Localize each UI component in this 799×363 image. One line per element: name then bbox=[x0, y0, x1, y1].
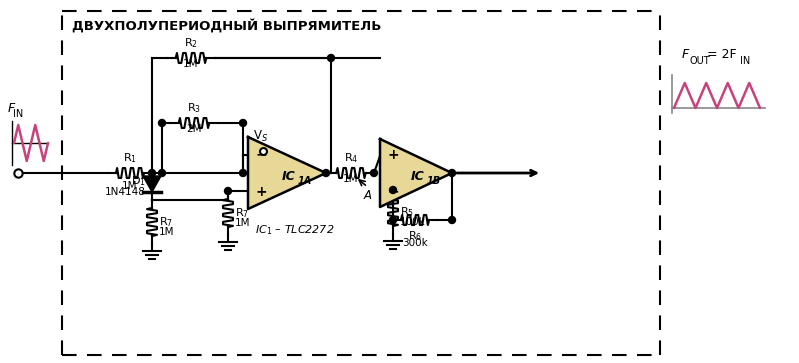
Text: = 2F: = 2F bbox=[707, 48, 737, 61]
Polygon shape bbox=[380, 139, 452, 207]
Text: IN: IN bbox=[740, 56, 750, 66]
Text: 2M: 2M bbox=[186, 124, 202, 134]
Polygon shape bbox=[248, 137, 326, 209]
Text: IC: IC bbox=[411, 171, 424, 184]
Text: D$_1$: D$_1$ bbox=[131, 174, 146, 188]
Circle shape bbox=[240, 170, 247, 176]
Text: OUT: OUT bbox=[689, 56, 710, 66]
Text: 1M: 1M bbox=[122, 181, 137, 191]
Text: 1A: 1A bbox=[297, 176, 312, 186]
Text: ДВУХПОЛУПЕРИОДНЫЙ ВЫПРЯМИТЕЛЬ: ДВУХПОЛУПЕРИОДНЫЙ ВЫПРЯМИТЕЛЬ bbox=[72, 19, 381, 33]
Text: V$_S$: V$_S$ bbox=[253, 129, 268, 144]
Circle shape bbox=[158, 170, 165, 176]
Circle shape bbox=[240, 119, 247, 126]
Circle shape bbox=[158, 119, 165, 126]
Text: R$_1$: R$_1$ bbox=[123, 151, 137, 165]
Text: +: + bbox=[388, 148, 399, 162]
Text: 1M: 1M bbox=[183, 59, 199, 69]
Text: R$_2$: R$_2$ bbox=[184, 36, 198, 50]
Text: IN: IN bbox=[13, 109, 23, 119]
Text: 1M: 1M bbox=[235, 218, 251, 228]
Circle shape bbox=[225, 188, 232, 195]
Text: R$_7$: R$_7$ bbox=[159, 215, 173, 229]
Text: IC$_1$ – TLC2272: IC$_1$ – TLC2272 bbox=[255, 223, 335, 237]
Text: 100k: 100k bbox=[400, 217, 426, 227]
Circle shape bbox=[328, 54, 335, 61]
Text: R$_7$: R$_7$ bbox=[235, 206, 249, 220]
Text: R$_4$: R$_4$ bbox=[344, 151, 358, 165]
Circle shape bbox=[448, 170, 455, 176]
Circle shape bbox=[149, 170, 156, 176]
Text: F: F bbox=[682, 48, 690, 61]
Text: 1N4148: 1N4148 bbox=[105, 187, 146, 197]
Text: R$_3$: R$_3$ bbox=[187, 101, 201, 115]
Text: F: F bbox=[8, 102, 15, 115]
Text: 1M: 1M bbox=[344, 174, 359, 184]
Circle shape bbox=[323, 170, 329, 176]
Text: R$_6$: R$_6$ bbox=[408, 229, 422, 243]
Text: R$_5$: R$_5$ bbox=[400, 205, 414, 219]
Text: −: − bbox=[255, 147, 267, 161]
Text: +: + bbox=[255, 185, 267, 199]
Text: IC: IC bbox=[282, 171, 296, 184]
Circle shape bbox=[389, 187, 396, 193]
Circle shape bbox=[389, 216, 396, 224]
Circle shape bbox=[371, 170, 377, 176]
Text: 300k: 300k bbox=[402, 238, 428, 248]
Text: 1M: 1M bbox=[159, 227, 174, 237]
Text: −: − bbox=[388, 184, 399, 198]
Polygon shape bbox=[143, 176, 161, 192]
Text: A: A bbox=[364, 189, 372, 202]
Text: 1B: 1B bbox=[427, 176, 440, 186]
Circle shape bbox=[448, 216, 455, 224]
